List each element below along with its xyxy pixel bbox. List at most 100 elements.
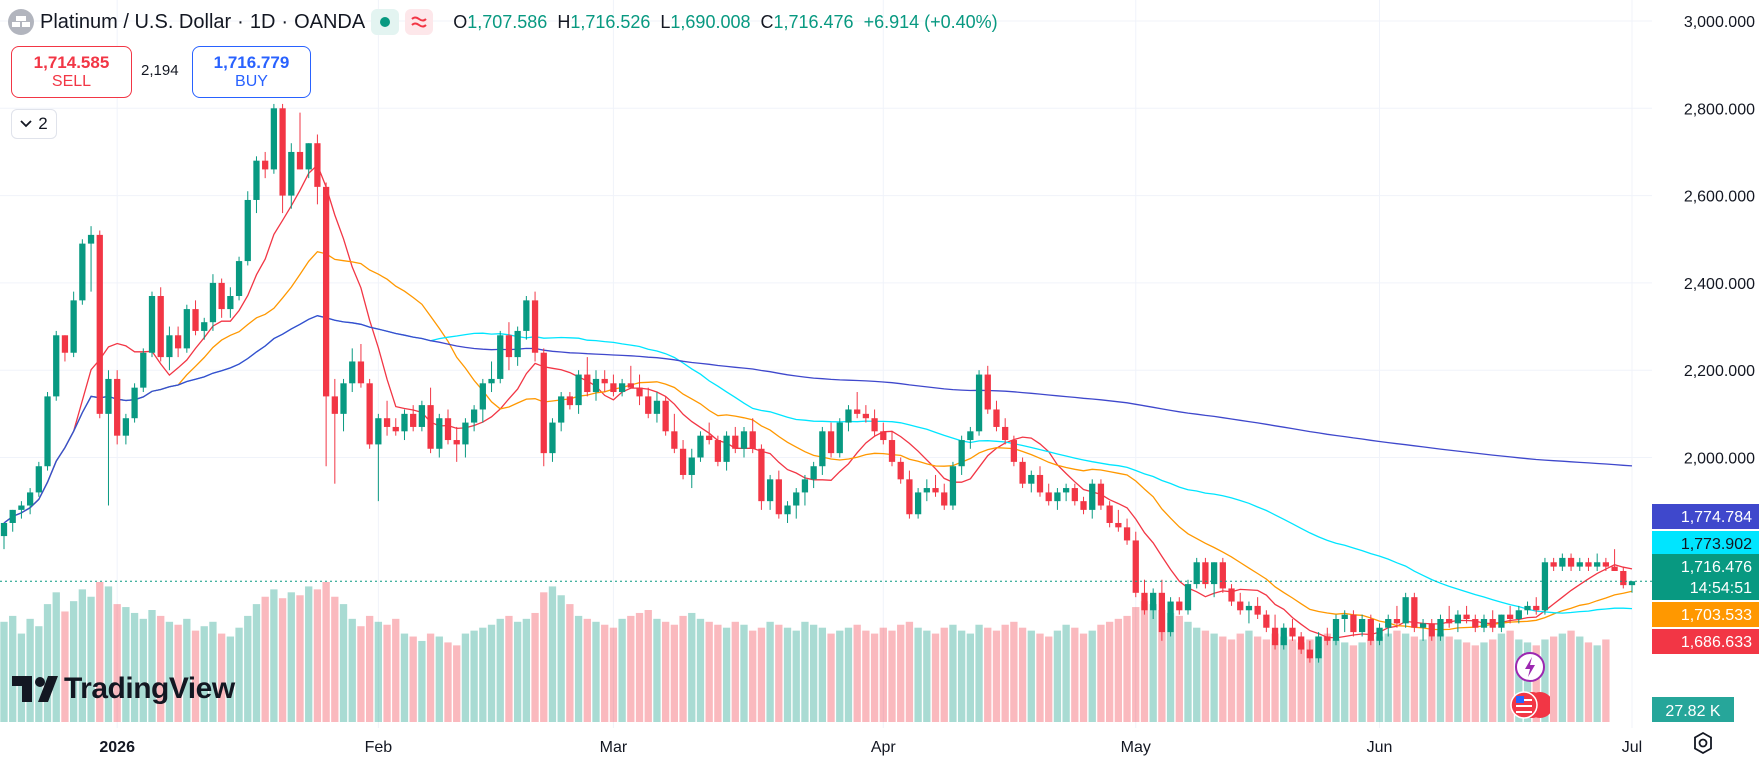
buy-price: 1,716.779 bbox=[213, 53, 290, 72]
price-label-value: 1,703.533 bbox=[1681, 607, 1752, 624]
candle bbox=[235, 256, 243, 301]
candle-body bbox=[462, 422, 469, 445]
volume-bar bbox=[1036, 633, 1044, 722]
candle-body bbox=[749, 431, 756, 449]
price-axis[interactable]: 3,000.000 2,800.000 2,600.000 2,400.000 2,20… bbox=[1684, 14, 1755, 468]
candle-body bbox=[148, 295, 156, 353]
candle bbox=[1158, 579, 1166, 641]
candle bbox=[1506, 605, 1514, 624]
volume-bar bbox=[714, 624, 722, 722]
candle-body bbox=[1089, 483, 1096, 510]
candle-body bbox=[645, 396, 652, 414]
volume-bar bbox=[1201, 630, 1210, 722]
candle bbox=[26, 488, 34, 515]
candle bbox=[1559, 553, 1566, 571]
candle-body bbox=[1298, 636, 1305, 650]
candle bbox=[566, 392, 574, 410]
volume-label-bg bbox=[1652, 697, 1734, 722]
event-icons[interactable] bbox=[1510, 650, 1550, 725]
candle bbox=[827, 422, 835, 458]
indicators-toggle[interactable]: 2 bbox=[11, 109, 57, 139]
volume-bar bbox=[897, 624, 905, 722]
volume-bars bbox=[0, 582, 1610, 722]
volume-bar bbox=[740, 624, 748, 722]
candle bbox=[862, 405, 870, 423]
symbol-header[interactable]: Platinum / U.S. Dollar · 1D · OANDA O1,7… bbox=[8, 8, 998, 36]
candle-body bbox=[479, 383, 486, 410]
candle-body bbox=[418, 405, 426, 427]
candle bbox=[488, 361, 495, 393]
candle-body bbox=[1045, 492, 1052, 502]
candle bbox=[166, 326, 173, 371]
sell-button[interactable]: 1,714.585 SELL bbox=[11, 46, 132, 98]
volume-bar bbox=[1184, 621, 1192, 722]
sell-label: SELL bbox=[51, 73, 92, 90]
volume-bar bbox=[809, 624, 818, 722]
candle bbox=[601, 370, 608, 393]
candle-body bbox=[1219, 562, 1226, 589]
candle-body bbox=[967, 431, 974, 441]
x-tick-label: Jun bbox=[1367, 739, 1393, 756]
market-open-icon[interactable] bbox=[371, 9, 400, 35]
candle bbox=[53, 330, 60, 401]
gear-icon[interactable] bbox=[1690, 730, 1716, 756]
open-label: O bbox=[453, 11, 468, 32]
candle bbox=[349, 348, 356, 393]
buy-button[interactable]: 1,716.779 BUY bbox=[192, 46, 311, 98]
volume-bar bbox=[775, 624, 783, 722]
volume-label-value: 27.82 K bbox=[1665, 703, 1720, 720]
volume-bar bbox=[383, 624, 391, 722]
volume-bar bbox=[931, 633, 940, 722]
candle bbox=[575, 370, 582, 414]
wave-icon[interactable] bbox=[405, 9, 434, 35]
candle bbox=[505, 322, 513, 371]
candle-body bbox=[244, 199, 251, 262]
candle bbox=[923, 479, 930, 502]
candle-body bbox=[488, 378, 495, 384]
time-axis[interactable]: 2026FebMarAprMayJunJulAugSep bbox=[99, 739, 1759, 756]
candle-body bbox=[1123, 527, 1131, 541]
candle-body bbox=[1054, 492, 1061, 502]
ohlc-values: O1,707.586 H1,716.526 L1,690.008 C1,716.… bbox=[453, 12, 997, 33]
price-label: 1,686.633 bbox=[1652, 629, 1759, 654]
volume-bar bbox=[679, 615, 687, 722]
symbol-name[interactable]: Platinum / U.S. Dollar bbox=[40, 10, 232, 33]
candle-body bbox=[732, 435, 739, 449]
candle bbox=[645, 387, 652, 419]
candle-body bbox=[775, 479, 782, 515]
candle-body bbox=[949, 466, 957, 506]
candle-body bbox=[1367, 619, 1374, 641]
candle bbox=[636, 374, 643, 406]
candle bbox=[1036, 466, 1044, 497]
candle-body bbox=[61, 335, 69, 353]
volume-bar bbox=[766, 621, 774, 722]
candle-body bbox=[1437, 619, 1444, 637]
volume-bar bbox=[1428, 636, 1436, 722]
candle-body bbox=[897, 461, 904, 480]
volume-bar bbox=[731, 621, 739, 722]
volume-bar bbox=[400, 633, 409, 722]
candle bbox=[1150, 588, 1157, 620]
candle bbox=[618, 378, 626, 397]
candle-body bbox=[44, 396, 51, 467]
volume-bar bbox=[1384, 633, 1392, 722]
candle-body bbox=[819, 431, 826, 467]
candle-body bbox=[941, 492, 948, 506]
buy-label: BUY bbox=[235, 73, 268, 90]
candle bbox=[1263, 610, 1270, 633]
candle-body bbox=[714, 440, 722, 462]
volume-bar bbox=[975, 624, 983, 722]
volume-bar bbox=[1341, 642, 1349, 722]
interval[interactable]: 1D bbox=[249, 10, 276, 33]
candle-body bbox=[1446, 619, 1453, 624]
volume-bar bbox=[0, 621, 8, 722]
candle bbox=[366, 378, 373, 449]
candle bbox=[836, 418, 843, 458]
candle bbox=[1167, 597, 1174, 637]
volume-bar bbox=[1401, 633, 1410, 722]
volume-bar bbox=[1436, 633, 1445, 722]
tradingview-logo[interactable]: TradingView bbox=[12, 672, 235, 706]
ma-cyan-line bbox=[3, 315, 1633, 614]
volume-bar bbox=[1584, 642, 1593, 722]
